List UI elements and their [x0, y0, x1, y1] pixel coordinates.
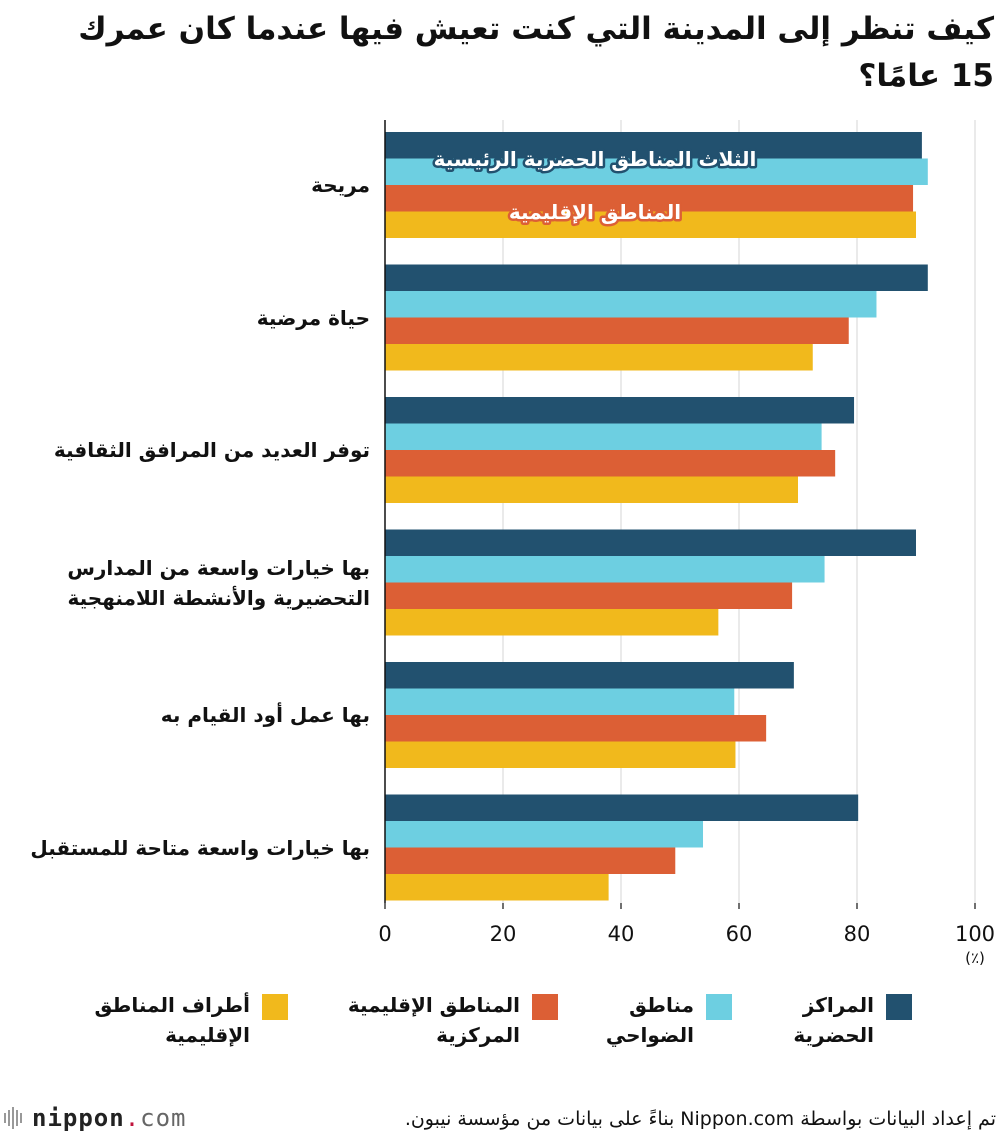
legend-label: مناطق الضواحي	[605, 993, 694, 1047]
logo-mark-icon	[4, 1107, 24, 1129]
bar	[385, 317, 849, 344]
bar	[385, 397, 855, 424]
x-tick-label: 0	[378, 922, 391, 946]
bar	[385, 582, 793, 609]
source-note: تم إعداد البيانات بواسطة Nippon.com بناء…	[404, 1108, 996, 1130]
bar	[385, 132, 922, 159]
annotation-outline: المناطق الإقليمية	[509, 200, 681, 224]
legend-label: أطراف المناطق الإقليمية	[94, 993, 251, 1047]
series-group-annotation: المناطق الإقليمية	[509, 200, 681, 224]
bar	[385, 794, 859, 821]
annotation-outline: الثلاث المناطق الحضرية الرئيسية	[434, 147, 757, 171]
legend-swatch	[532, 994, 558, 1020]
series-group-annotation: الثلاث المناطق الحضرية الرئيسية	[434, 147, 757, 171]
bar	[385, 741, 736, 768]
category-label: بها عمل أود القيام به	[160, 703, 370, 727]
bar	[385, 529, 916, 556]
x-tick-label: 40	[608, 922, 635, 946]
legend-item: المراكز الحضرية	[793, 990, 912, 1050]
bar	[385, 609, 719, 636]
chart-title: كيف تنظر إلى المدينة التي كنت تعيش فيها …	[78, 11, 994, 94]
bar	[385, 450, 836, 477]
legend-swatch	[886, 994, 912, 1020]
bar	[385, 291, 877, 318]
bar	[385, 847, 676, 874]
bar	[385, 423, 822, 450]
bar	[385, 158, 928, 185]
legend-label: المراكز الحضرية	[793, 993, 874, 1047]
legend-label: المناطق الإقليمية المركزية	[347, 993, 520, 1047]
legend-item: أطراف المناطق الإقليمية	[94, 990, 288, 1050]
bar	[385, 874, 609, 901]
bar	[385, 476, 798, 503]
bar	[385, 211, 916, 238]
category-label: حياة مرضية	[256, 305, 370, 330]
bar	[385, 264, 928, 291]
bar	[385, 185, 914, 212]
bar	[385, 715, 767, 742]
category-label: بها خيارات واسعة متاحة للمستقبل	[30, 835, 370, 860]
bar	[385, 556, 825, 583]
bar	[385, 344, 813, 371]
x-tick-label: 80	[844, 922, 871, 946]
legend-swatch	[706, 994, 732, 1020]
x-tick-label: 60	[726, 922, 753, 946]
bar	[385, 821, 704, 848]
legend-swatch	[262, 994, 288, 1020]
x-tick-label: 100	[955, 922, 995, 946]
category-label: مريحة	[311, 173, 370, 197]
legend-item: مناطق الضواحي	[606, 990, 732, 1050]
category-label: بها خيارات واسعة من المدارس التحضيرية وال…	[67, 555, 370, 610]
unit-label: (٪)	[965, 949, 985, 967]
x-tick-label: 20	[490, 922, 517, 946]
nippon-logo: nippon.com	[4, 1104, 187, 1132]
legend-item: المناطق الإقليمية المركزية	[348, 990, 558, 1050]
category-label: توفر العديد من المرافق الثقافية	[53, 438, 370, 462]
bar	[385, 688, 735, 715]
bar	[385, 662, 794, 689]
